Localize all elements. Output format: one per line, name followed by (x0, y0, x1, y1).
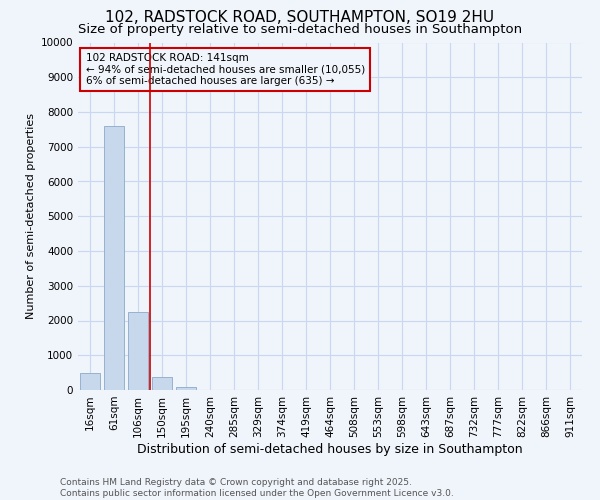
Bar (176, 387, 196, 390)
Bar (128, 312, 148, 390)
Text: Size of property relative to semi-detached houses in Southampton: Size of property relative to semi-detach… (78, 22, 522, 36)
Text: 102 RADSTOCK ROAD: 141sqm
← 94% of semi-detached houses are smaller (10,055)
6% : 102 RADSTOCK ROAD: 141sqm ← 94% of semi-… (86, 53, 365, 86)
X-axis label: Distribution of semi-detached houses by size in Southampton: Distribution of semi-detached houses by … (137, 442, 523, 456)
Bar (80, 372, 100, 390)
Y-axis label: Number of semi-detached properties: Number of semi-detached properties (26, 114, 37, 320)
Text: Contains HM Land Registry data © Crown copyright and database right 2025.
Contai: Contains HM Land Registry data © Crown c… (60, 478, 454, 498)
Bar (152, 377, 172, 390)
Text: 102, RADSTOCK ROAD, SOUTHAMPTON, SO19 2HU: 102, RADSTOCK ROAD, SOUTHAMPTON, SO19 2H… (106, 10, 494, 25)
Bar (104, 126, 124, 390)
